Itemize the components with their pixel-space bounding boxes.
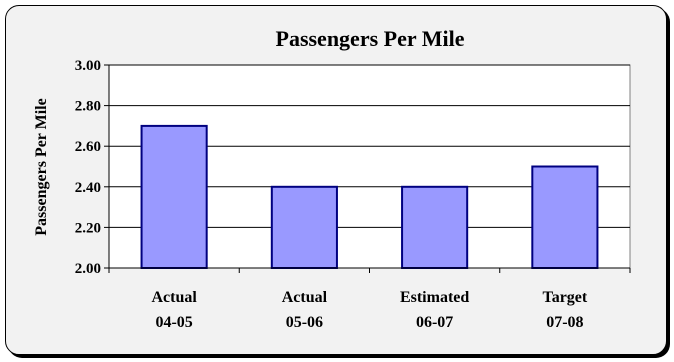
x-tick-label: Actual (282, 289, 328, 306)
y-tick-label: 2.60 (75, 139, 101, 155)
bar (401, 185, 469, 269)
x-tick-label: Target (543, 289, 588, 306)
x-tick-label: 06-07 (416, 314, 453, 331)
y-tick-label: 2.80 (75, 99, 101, 115)
x-tick-label: 07-08 (546, 314, 583, 331)
bar (140, 124, 208, 270)
x-tick-label: 05-06 (286, 314, 323, 331)
axes (104, 64, 631, 273)
bar (270, 185, 338, 269)
bars (140, 124, 599, 270)
y-tick-label: 2.40 (75, 180, 101, 196)
y-tick-labels: 2.00 2.20 2.40 2.60 2.80 3.00 (75, 58, 101, 277)
chart-title: Passengers Per Mile (276, 26, 465, 51)
y-axis-label: Passengers Per Mile (33, 98, 50, 235)
bar (531, 165, 599, 269)
y-tick-label: 2.00 (75, 261, 101, 277)
x-tick-label: Estimated (400, 289, 469, 306)
x-tick-labels: Actual 04-05 Actual 05-06 Estimated 06-07 Targ… (151, 289, 587, 331)
y-tick-label: 3.00 (75, 58, 101, 74)
x-tick-label: 04-05 (155, 314, 192, 331)
y-tick-label: 2.20 (75, 220, 101, 236)
x-tick-label: Actual (151, 289, 197, 306)
